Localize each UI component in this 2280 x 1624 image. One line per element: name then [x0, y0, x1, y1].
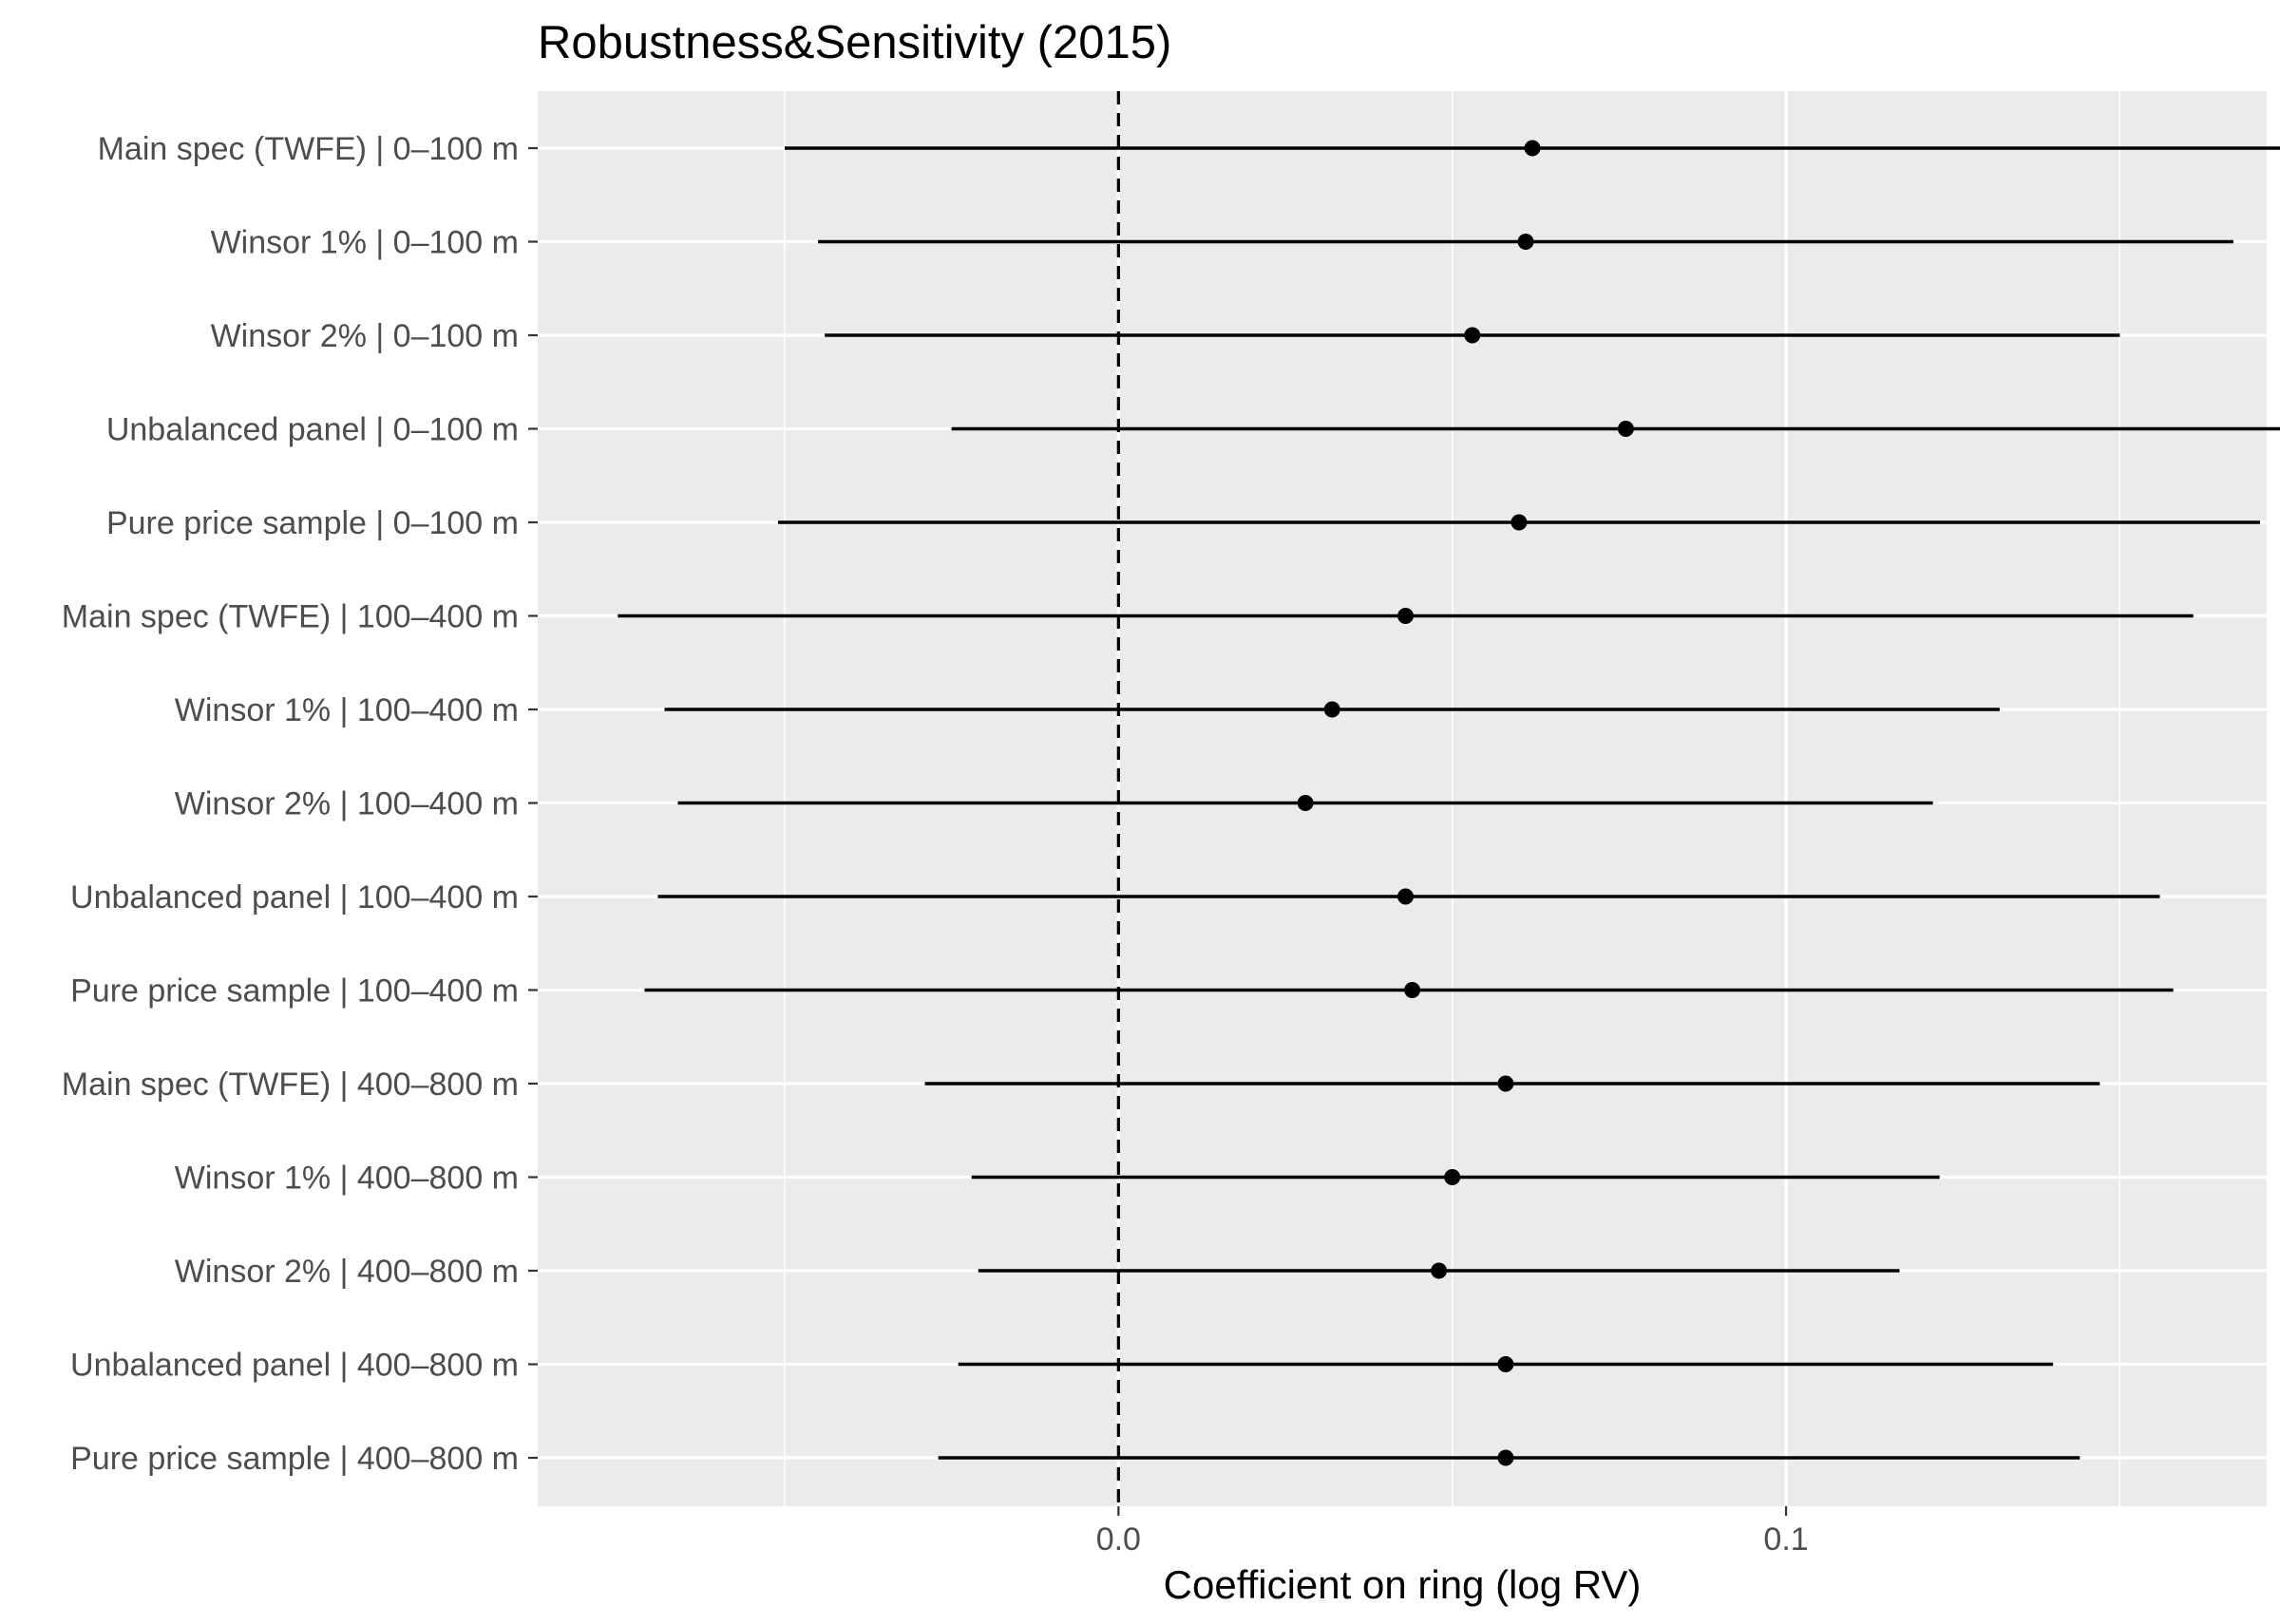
- point-estimate-5: [1397, 608, 1415, 624]
- y-tick-label-2: Winsor 2% | 0–100 m: [211, 318, 519, 354]
- y-tick-label-1: Winsor 1% | 0–100 m: [211, 225, 519, 261]
- y-tick-label-7: Winsor 2% | 100–400 m: [175, 786, 519, 822]
- y-tick-label-13: Unbalanced panel | 400–800 m: [70, 1348, 519, 1384]
- point-estimate-6: [1323, 701, 1340, 718]
- point-estimate-12: [1431, 1262, 1448, 1279]
- y-axis-labels: Main spec (TWFE) | 0–100 m Winsor 1% | 0–…: [62, 131, 519, 1477]
- x-tick-label-0: 0.0: [1096, 1521, 1141, 1558]
- point-estimate-11: [1444, 1169, 1461, 1185]
- point-estimate-8: [1397, 888, 1415, 905]
- point-estimate-7: [1297, 795, 1314, 811]
- y-tick-label-3: Unbalanced panel | 0–100 m: [106, 412, 519, 448]
- y-tick-label-5: Main spec (TWFE) | 100–400 m: [62, 599, 519, 635]
- point-estimate-2: [1464, 327, 1481, 344]
- point-estimate-10: [1497, 1075, 1514, 1092]
- y-tick-label-4: Pure price sample | 0–100 m: [106, 505, 519, 541]
- y-tick-label-14: Pure price sample | 400–800 m: [70, 1441, 519, 1477]
- point-estimate-4: [1510, 514, 1528, 531]
- y-tick-label-11: Winsor 1% | 400–800 m: [175, 1161, 519, 1197]
- y-tick-label-0: Main spec (TWFE) | 0–100 m: [98, 131, 519, 167]
- y-tick-label-9: Pure price sample | 100–400 m: [70, 973, 519, 1010]
- point-estimate-1: [1517, 234, 1534, 250]
- point-estimate-0: [1524, 140, 1541, 157]
- point-estimate-3: [1617, 421, 1634, 437]
- x-axis-ticks: [1117, 1506, 1788, 1516]
- x-tick-label-1: 0.1: [1763, 1521, 1808, 1558]
- chart-title: Robustness&Sensitivity (2015): [538, 17, 1171, 68]
- point-estimate-13: [1497, 1356, 1514, 1372]
- y-tick-label-6: Winsor 1% | 100–400 m: [175, 692, 519, 728]
- point-estimate-14: [1497, 1449, 1514, 1466]
- point-estimates: [1297, 140, 1634, 1466]
- y-tick-label-8: Unbalanced panel | 100–400 m: [70, 879, 519, 916]
- x-axis-labels: 0.0 0.1: [1096, 1521, 1809, 1558]
- plot-panel: [538, 91, 2267, 1506]
- y-tick-label-12: Winsor 2% | 400–800 m: [175, 1254, 519, 1290]
- y-tick-label-10: Main spec (TWFE) | 400–800 m: [62, 1067, 519, 1103]
- point-estimate-9: [1404, 982, 1421, 998]
- y-axis-ticks: [528, 146, 538, 1460]
- x-axis-title: Coefficient on ring (log RV): [1164, 1562, 1642, 1607]
